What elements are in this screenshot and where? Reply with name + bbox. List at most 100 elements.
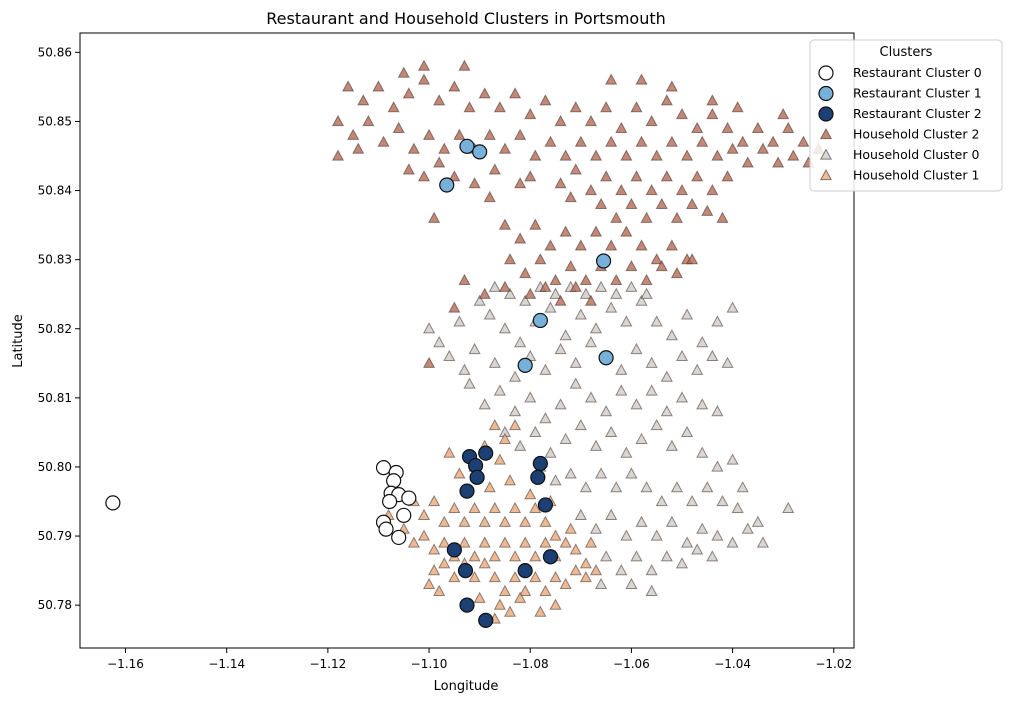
household-point [675,557,689,569]
household-point [468,342,481,355]
household-point [524,107,537,120]
household-point [605,301,618,313]
plot-area [79,32,855,649]
household-point [635,135,648,147]
household-point [519,515,532,527]
household-point [331,114,345,127]
household-point [453,467,466,479]
household-point [660,550,673,562]
household-point [589,322,603,334]
restaurant-point [542,549,559,565]
legend-box [809,39,1003,192]
household-point [559,225,572,237]
y-tick-label: 50.81 [38,391,72,405]
household-point [524,287,537,299]
household-point [529,501,542,514]
household-point [716,211,729,223]
household-point [508,405,522,417]
household-point [417,59,431,71]
household-point [579,570,592,583]
household-point [615,564,628,576]
household-point [498,280,512,292]
household-point [331,149,345,161]
household-point [519,294,532,306]
household-point [751,515,764,527]
y-axis-label: Latitude [11,314,26,368]
household-point [483,481,496,493]
legend-label: Household Cluster 0 [853,147,979,162]
household-point [650,315,663,327]
household-point [402,163,415,175]
household-point [372,80,385,92]
household-point [473,591,486,603]
household-point [726,536,739,548]
household-point [691,363,704,375]
household-point [741,522,754,534]
household-point [433,584,446,596]
household-point [736,135,749,147]
restaurant-point [457,563,474,579]
household-point [493,384,506,396]
household-point [529,218,542,230]
household-point [503,605,517,617]
household-point [514,336,527,348]
household-point [579,557,592,569]
legend-label: Restaurant Cluster 0 [853,65,982,80]
household-point [569,280,582,292]
household-point [660,170,673,182]
household-point [488,570,501,583]
household-series [382,418,603,624]
household-point [508,501,522,514]
household-point [569,564,582,576]
household-point [514,591,527,603]
legend-marker [819,148,833,160]
household-point [675,391,689,403]
household-point [574,308,587,320]
household-point [625,260,638,272]
household-point [615,184,628,196]
restaurant-point [401,490,417,506]
household-point [438,515,451,527]
restaurant-point [469,469,485,485]
household-point [463,377,476,389]
household-point [635,294,648,306]
household-point [600,550,613,562]
household-point [554,114,567,127]
household-point [630,342,643,355]
restaurant-point [375,460,392,476]
household-point [600,170,613,182]
household-point [650,253,663,265]
household-point [448,80,461,92]
household-point [635,73,648,85]
household-point [544,135,557,147]
household-point [686,494,699,507]
household-point [777,107,790,120]
household-point [620,529,633,541]
plot-border [79,32,855,649]
household-point [443,446,456,458]
plot-frame [80,33,854,648]
household-point [691,543,704,555]
household-point [428,211,441,223]
household-point [610,481,623,493]
household-point [645,564,658,576]
household-point [534,605,547,617]
household-point [574,239,587,251]
household-point [473,294,486,306]
household-point [645,384,658,396]
household-point [726,301,739,313]
household-point [362,114,375,127]
household-point [615,363,628,375]
restaurant-point [517,357,533,373]
household-point [645,184,658,196]
household-point [635,239,648,251]
household-point [407,142,420,154]
x-tick-label: −1.06 [613,657,650,671]
household-point [574,135,587,147]
household-point [675,107,689,120]
legend-marker [818,65,834,81]
household-point [514,128,527,140]
household-point [787,149,800,161]
y-tick-label: 50.82 [38,322,72,336]
restaurant-point [446,542,462,558]
